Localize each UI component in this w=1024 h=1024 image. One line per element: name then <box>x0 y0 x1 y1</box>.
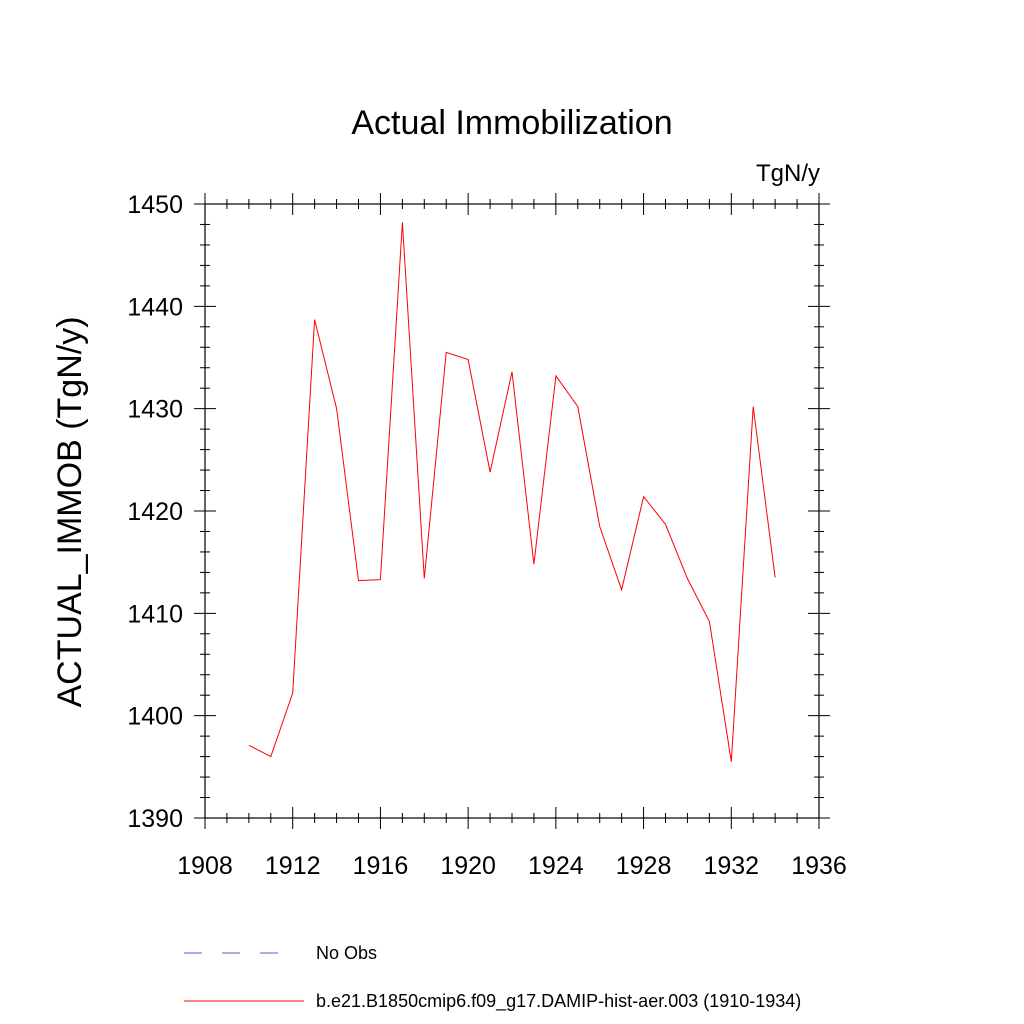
x-tick-label: 1916 <box>353 852 409 880</box>
y-tick-label: 1450 <box>127 191 183 219</box>
x-tick-label: 1912 <box>265 852 321 880</box>
legend-item-model-run: b.e21.B1850cmip6.f09_g17.DAMIP-hist-aer.… <box>184 991 801 1012</box>
units-label: TgN/y <box>756 160 820 187</box>
y-tick-label: 1390 <box>127 805 183 833</box>
y-tick-label: 1410 <box>127 600 183 628</box>
y-axis-label: ACTUAL_IMMOB (TgN/y) <box>51 316 89 707</box>
y-axis: 1390 1400 1410 1420 1430 1440 1450 <box>127 191 830 833</box>
x-tick-label: 1936 <box>791 852 847 880</box>
series-layer <box>248 222 776 762</box>
legend-item-no-obs: No Obs <box>184 943 377 963</box>
x-tick-label: 1924 <box>528 852 584 880</box>
plot-frame <box>204 203 820 819</box>
y-tick-label: 1440 <box>127 293 183 321</box>
y-tick-label: 1420 <box>127 498 183 526</box>
x-tick-label: 1920 <box>440 852 496 880</box>
y-tick-label: 1400 <box>127 703 183 731</box>
legend-label-model-run: b.e21.B1850cmip6.f09_g17.DAMIP-hist-aer.… <box>316 991 801 1012</box>
series-line-1 <box>248 222 776 762</box>
y-tick-label: 1430 <box>127 396 183 424</box>
legend: No Obs b.e21.B1850cmip6.f09_g17.DAMIP-hi… <box>184 943 801 1012</box>
x-axis: 1908 1912 1916 1920 1924 1928 1932 1936 <box>177 193 847 880</box>
legend-label-no-obs: No Obs <box>316 943 377 963</box>
x-tick-label: 1928 <box>616 852 672 880</box>
x-tick-label: 1908 <box>177 852 233 880</box>
x-tick-label: 1932 <box>703 852 759 880</box>
chart-title: Actual Immobilization <box>351 104 672 142</box>
